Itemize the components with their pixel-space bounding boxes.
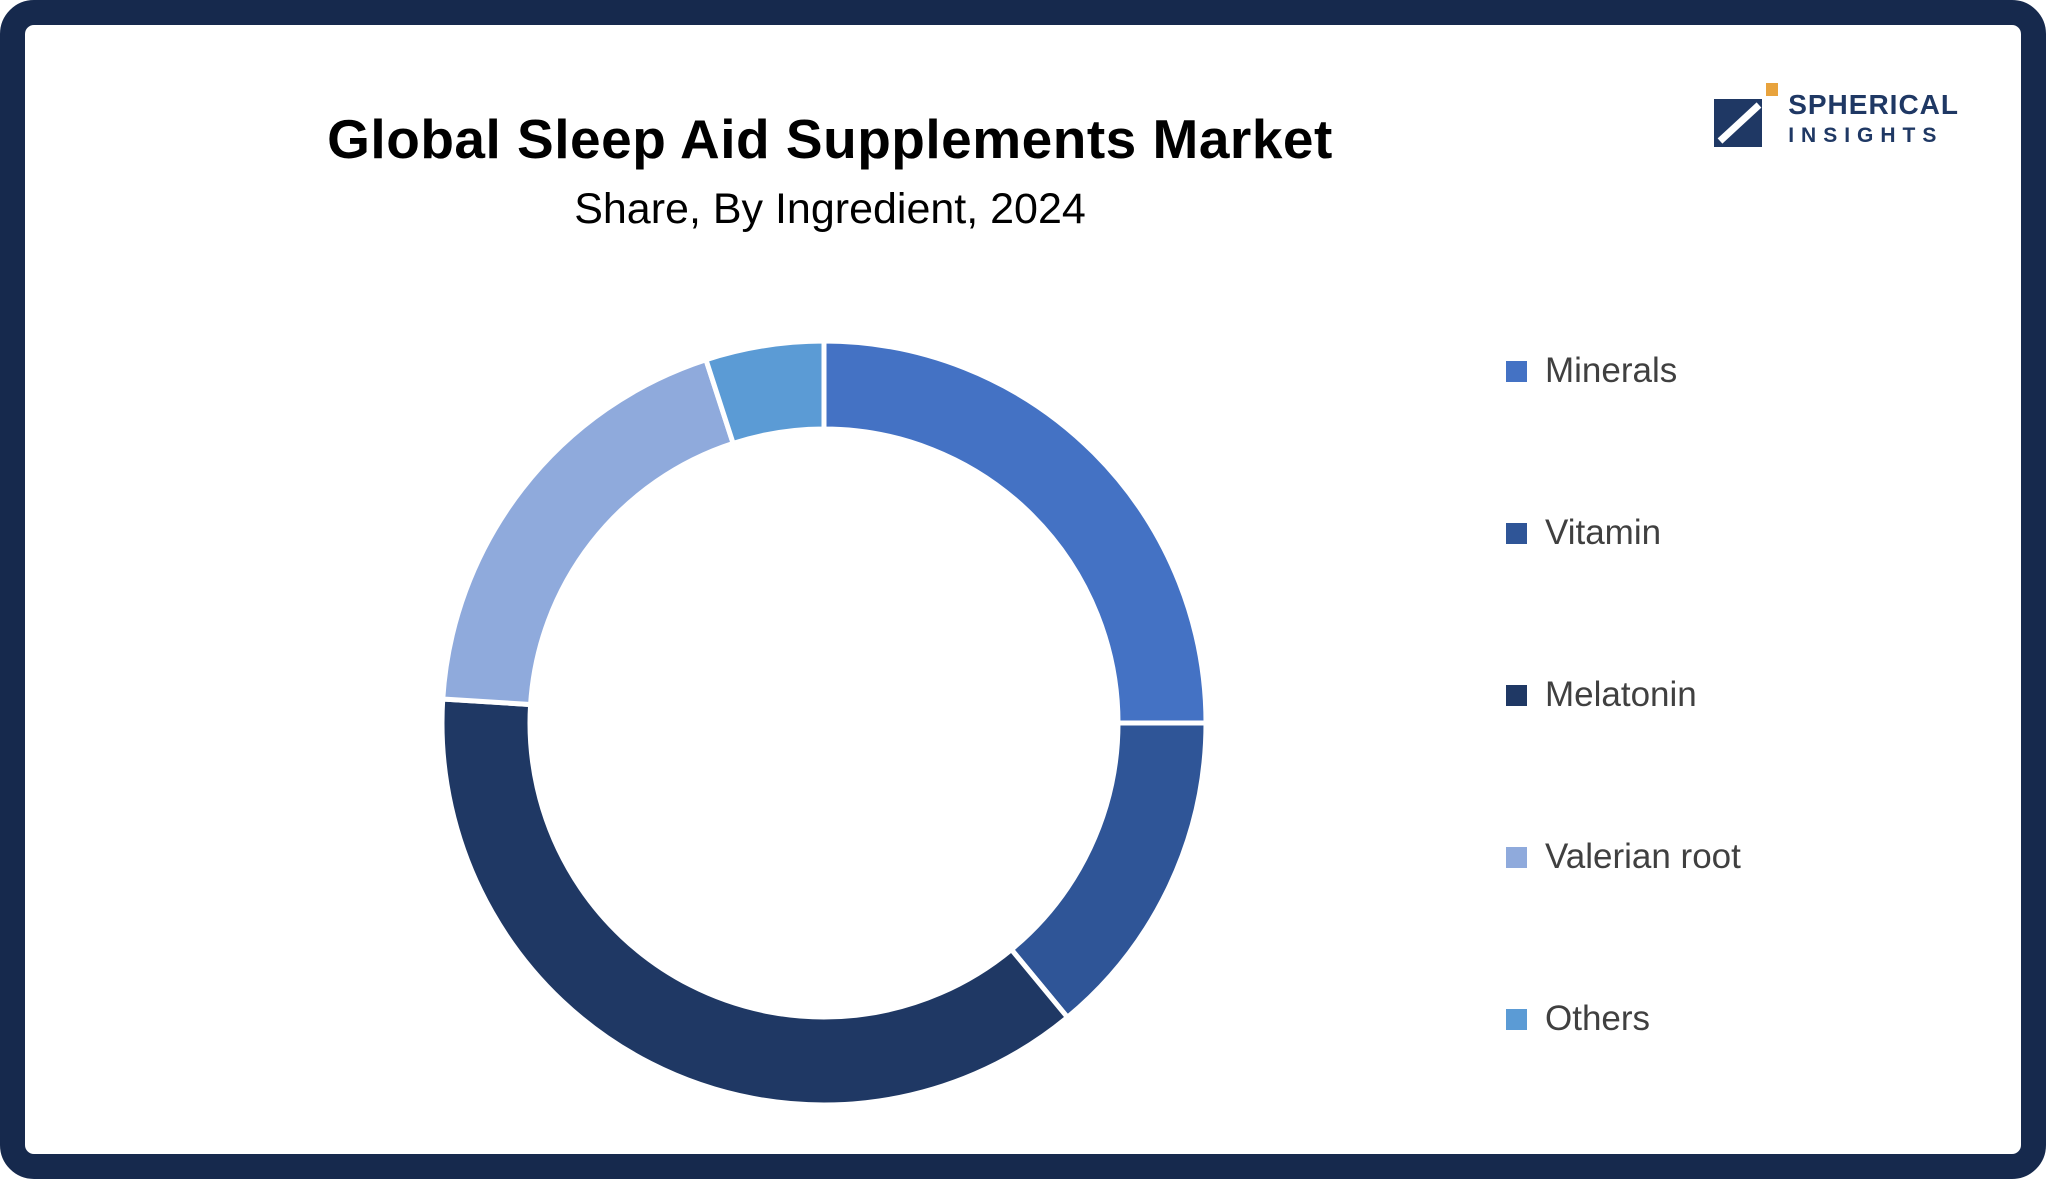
brand-logo-text: SPHERICAL INSIGHTS <box>1788 89 1959 147</box>
legend-item-valerian-root: Valerian root <box>1506 837 1741 877</box>
legend-item-vitamin: Vitamin <box>1506 513 1741 553</box>
brand-name-top: SPHERICAL <box>1788 89 1959 120</box>
donut-chart-svg <box>439 338 1209 1108</box>
spherical-insights-logo-icon <box>1714 83 1780 154</box>
legend-label: Minerals <box>1545 351 1678 390</box>
legend-item-melatonin: Melatonin <box>1506 675 1741 715</box>
donut-chart <box>424 323 1224 1123</box>
legend: Minerals Vitamin Melatonin Valerian root… <box>1506 351 1741 1039</box>
chart-header: Global Sleep Aid Supplements Market Shar… <box>315 107 1345 234</box>
legend-item-minerals: Minerals <box>1506 351 1741 391</box>
legend-swatch-melatonin <box>1506 684 1527 706</box>
legend-label: Valerian root <box>1545 837 1741 876</box>
brand-name-bottom: INSIGHTS <box>1788 124 1944 147</box>
donut-slice-vitamin <box>1007 720 1209 1021</box>
legend-swatch-others <box>1506 1008 1527 1030</box>
donut-slice-melatonin <box>439 696 1072 1108</box>
brand-logo: SPHERICAL INSIGHTS <box>1714 83 1959 154</box>
legend-swatch-minerals <box>1506 360 1527 382</box>
chart-title: Global Sleep Aid Supplements Market <box>327 108 1333 170</box>
donut-slice-others <box>702 338 827 447</box>
chart-subtitle: Share, By Ingredient, 2024 <box>574 185 1086 233</box>
legend-item-others: Others <box>1506 999 1741 1039</box>
legend-label: Melatonin <box>1545 675 1697 714</box>
legend-label: Vitamin <box>1545 513 1662 552</box>
donut-slice-minerals <box>821 338 1209 726</box>
legend-swatch-vitamin <box>1506 522 1527 544</box>
donut-slice-valerian-root <box>440 356 737 708</box>
legend-label: Others <box>1545 999 1651 1038</box>
legend-swatch-valerian-root <box>1506 846 1527 868</box>
